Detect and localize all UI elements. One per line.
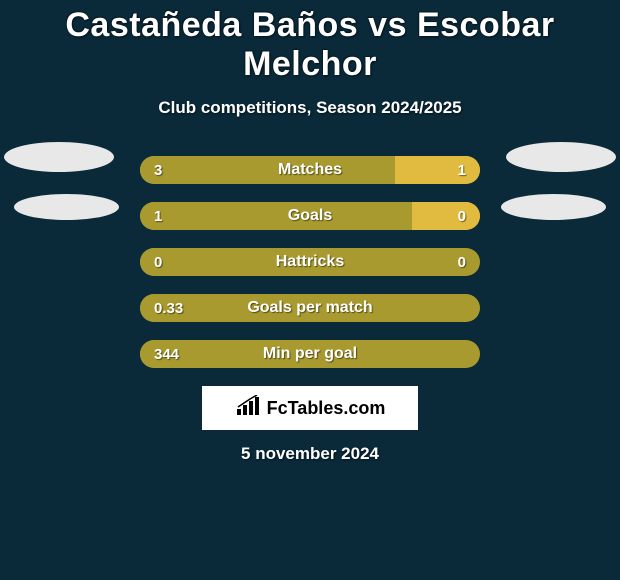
bar-container: 31	[140, 156, 480, 184]
subtitle: Club competitions, Season 2024/2025	[0, 98, 620, 118]
bar-right	[466, 294, 480, 322]
bar-right: 1	[395, 156, 480, 184]
bar-container: 344	[140, 340, 480, 368]
stat-row: 0.33Goals per match	[0, 294, 620, 322]
bar-left: 1	[140, 202, 412, 230]
bar-left: 3	[140, 156, 395, 184]
bar-right	[466, 340, 480, 368]
chart-icon	[235, 395, 263, 422]
stat-left-value: 3	[154, 162, 162, 179]
stats-area: 31Matches10Goals00Hattricks0.33Goals per…	[0, 156, 620, 368]
bar-container: 10	[140, 202, 480, 230]
player-left-name: Castañeda Baños	[65, 6, 358, 44]
bar-left: 0.33	[140, 294, 466, 322]
bar-container: 00	[140, 248, 480, 276]
stat-left-value: 0.33	[154, 300, 183, 317]
stat-row: 344Min per goal	[0, 340, 620, 368]
header-area: Castañeda Baños vs Escobar Melchor Club …	[0, 0, 620, 118]
stat-row: 31Matches	[0, 156, 620, 184]
bar-left: 0	[140, 248, 466, 276]
stat-left-value: 0	[154, 254, 162, 271]
footer-date: 5 november 2024	[0, 444, 620, 464]
brand-box[interactable]: FcTables.com	[202, 386, 418, 430]
vs-text: vs	[368, 6, 407, 44]
stat-right-value: 1	[458, 162, 466, 179]
brand-text: FcTables.com	[267, 398, 386, 419]
bar-container: 0.33	[140, 294, 480, 322]
bar-right: 0	[412, 202, 480, 230]
stat-row: 10Goals	[0, 202, 620, 230]
page-title: Castañeda Baños vs Escobar Melchor	[0, 6, 620, 84]
stat-left-value: 344	[154, 346, 179, 363]
bar-left: 344	[140, 340, 466, 368]
bar-right: 0	[466, 248, 480, 276]
stat-right-value: 0	[458, 254, 466, 271]
stat-left-value: 1	[154, 208, 162, 225]
stat-row: 00Hattricks	[0, 248, 620, 276]
stat-right-value: 0	[458, 208, 466, 225]
